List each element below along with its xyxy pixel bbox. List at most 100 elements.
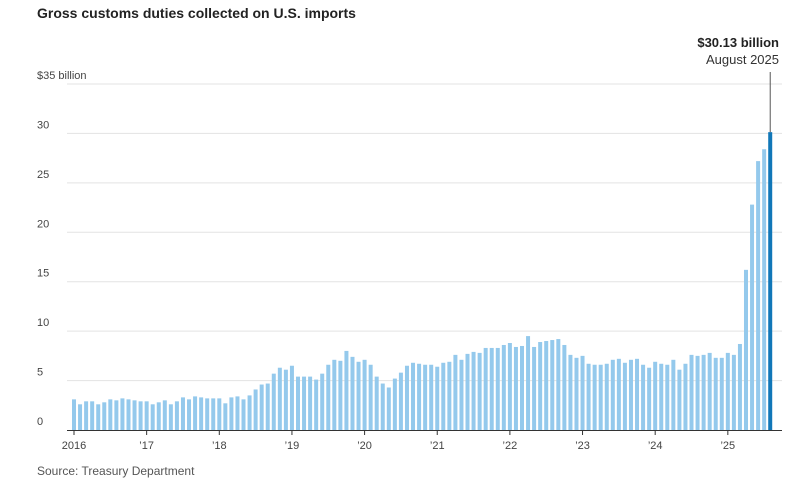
bar bbox=[241, 399, 246, 430]
x-tick-label: ’22 bbox=[503, 440, 518, 452]
bar bbox=[604, 363, 609, 430]
bar bbox=[72, 399, 76, 430]
y-tick-label: 0 bbox=[37, 416, 43, 428]
bar bbox=[556, 339, 561, 430]
bar bbox=[501, 344, 506, 430]
bar bbox=[344, 350, 349, 430]
y-tick-label: 20 bbox=[37, 218, 49, 230]
bar bbox=[483, 347, 488, 430]
bar bbox=[598, 364, 603, 430]
bar bbox=[707, 352, 712, 430]
bar bbox=[259, 384, 264, 430]
x-tick-label: ’18 bbox=[212, 440, 227, 452]
bar bbox=[90, 401, 95, 430]
bar bbox=[520, 345, 524, 430]
bar bbox=[120, 398, 125, 430]
y-tick-label: 15 bbox=[37, 268, 49, 280]
bar bbox=[156, 402, 161, 430]
peak-annotation: $30.13 billion August 2025 bbox=[697, 35, 779, 133]
bar bbox=[719, 357, 724, 430]
bar bbox=[695, 355, 700, 430]
bar bbox=[296, 376, 300, 430]
bar bbox=[162, 400, 167, 430]
bar bbox=[235, 396, 240, 430]
bar bbox=[447, 361, 452, 430]
bar bbox=[756, 161, 761, 431]
bar bbox=[641, 364, 646, 430]
bar bbox=[429, 364, 434, 430]
bar bbox=[592, 364, 597, 430]
bar bbox=[217, 398, 222, 430]
x-tick-label: ’19 bbox=[285, 440, 300, 452]
bar bbox=[550, 340, 555, 430]
y-tick-label: 5 bbox=[37, 367, 43, 379]
bar bbox=[635, 358, 640, 430]
bar bbox=[96, 404, 101, 430]
bar bbox=[701, 354, 706, 430]
bar bbox=[138, 401, 143, 430]
bar bbox=[574, 357, 579, 430]
y-tick-label: 10 bbox=[37, 317, 49, 329]
bar bbox=[435, 366, 440, 430]
annotation-date: August 2025 bbox=[706, 52, 779, 67]
bar bbox=[610, 359, 615, 430]
bar bbox=[762, 149, 767, 430]
bar bbox=[320, 373, 325, 430]
bar bbox=[586, 363, 591, 430]
bar bbox=[314, 379, 319, 430]
bar bbox=[253, 389, 258, 430]
bar bbox=[489, 347, 494, 430]
bar bbox=[302, 376, 307, 430]
bar bbox=[338, 360, 343, 430]
bar bbox=[568, 354, 573, 430]
bar bbox=[392, 378, 397, 430]
bar bbox=[725, 352, 730, 430]
axes: 0 5 10 15 20 25 30 $35 billion 2016 ’17 ’18 ’19 ’20 ’… bbox=[37, 70, 782, 452]
bar bbox=[332, 359, 337, 430]
bar bbox=[616, 358, 621, 430]
bar bbox=[78, 404, 83, 430]
bar bbox=[671, 359, 676, 430]
bar bbox=[398, 372, 403, 430]
y-tick-label: 25 bbox=[37, 169, 49, 181]
bar bbox=[326, 364, 331, 430]
bar bbox=[102, 402, 107, 430]
bar bbox=[689, 354, 694, 430]
bar bbox=[459, 359, 464, 430]
bar bbox=[659, 363, 664, 430]
bar bbox=[737, 343, 742, 430]
bar bbox=[411, 362, 416, 430]
bar bbox=[580, 355, 585, 430]
x-tick-label: ’24 bbox=[648, 440, 663, 452]
bar bbox=[168, 404, 173, 430]
bar bbox=[174, 401, 179, 430]
annotation-value: $30.13 billion bbox=[697, 35, 779, 50]
bar bbox=[622, 362, 627, 430]
bar bbox=[743, 269, 748, 430]
bar bbox=[441, 362, 446, 430]
bar bbox=[404, 365, 409, 430]
bar bbox=[277, 367, 282, 430]
x-tick-label: ’17 bbox=[139, 440, 154, 452]
bar bbox=[532, 346, 537, 430]
x-tick-label: 2016 bbox=[62, 440, 86, 452]
bar bbox=[677, 369, 682, 430]
bar bbox=[538, 342, 543, 430]
bar bbox=[193, 396, 198, 430]
bar bbox=[526, 336, 531, 430]
bar bbox=[205, 398, 210, 430]
bar bbox=[544, 341, 549, 430]
bar bbox=[229, 397, 234, 430]
x-tick-label: ’21 bbox=[430, 440, 445, 452]
bars bbox=[72, 132, 773, 431]
chart-title: Gross customs duties collected on U.S. i… bbox=[37, 5, 356, 21]
bar bbox=[271, 373, 276, 430]
bar bbox=[471, 351, 476, 430]
bar bbox=[368, 364, 373, 430]
bar bbox=[653, 361, 658, 430]
bar bbox=[180, 397, 185, 430]
bar bbox=[683, 363, 688, 430]
bar bbox=[211, 398, 216, 430]
bar bbox=[350, 356, 355, 430]
x-tick-label: ’20 bbox=[357, 440, 372, 452]
